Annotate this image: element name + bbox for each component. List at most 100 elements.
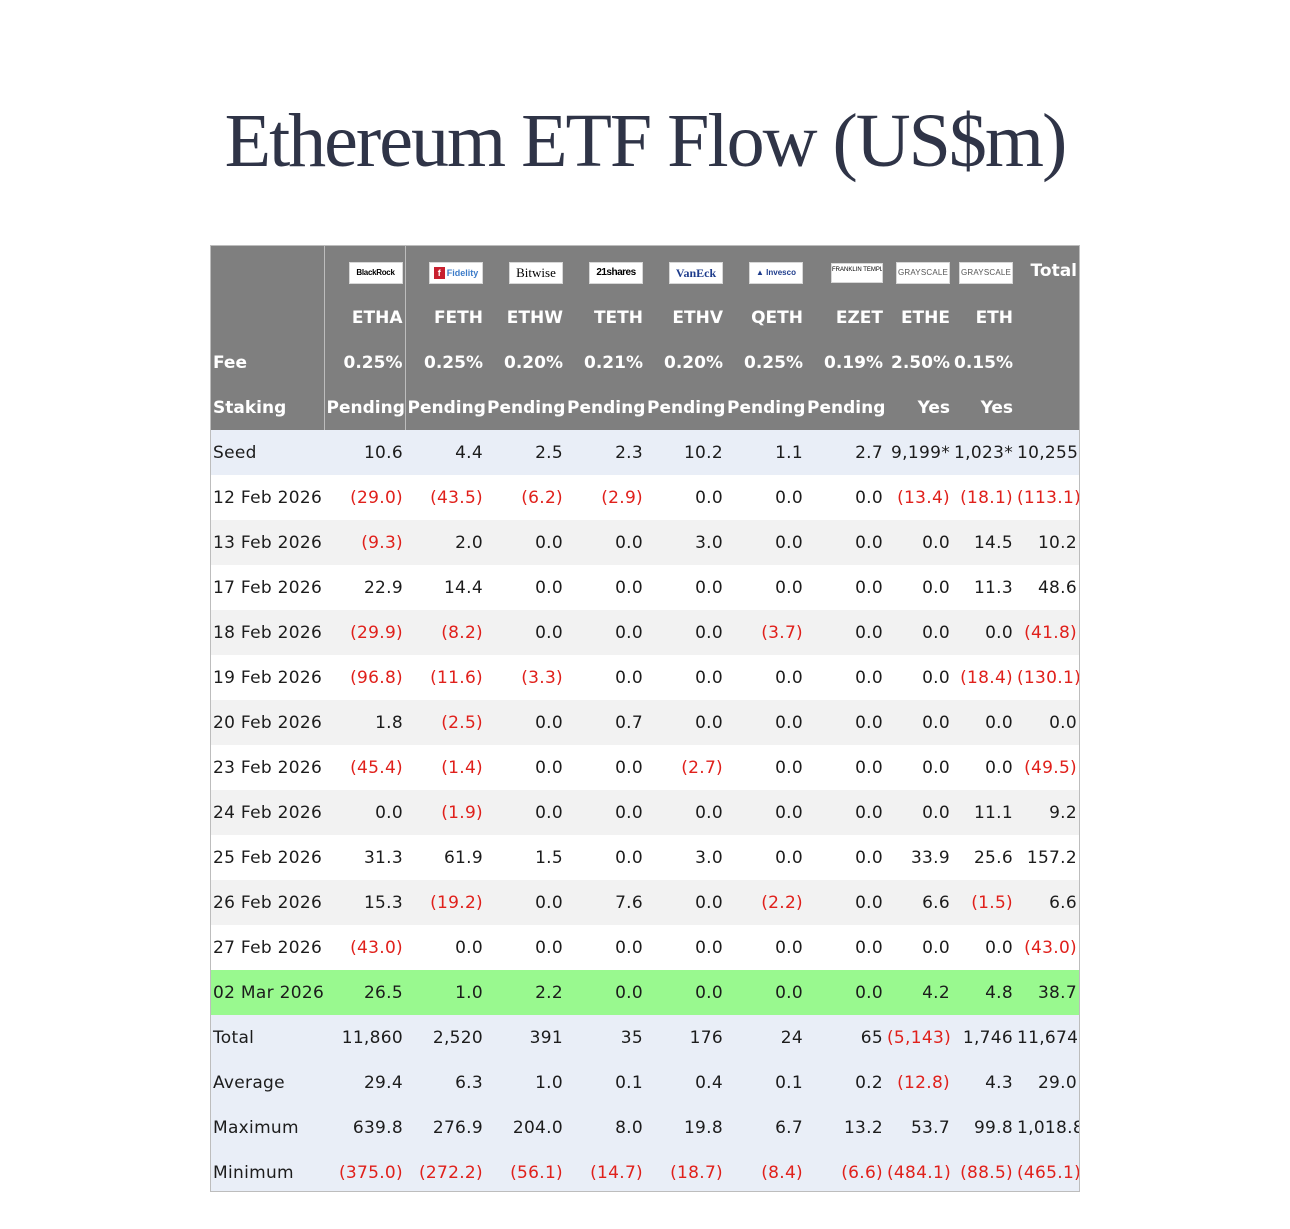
flow-cell: 65 <box>805 1015 885 1060</box>
vaneck-logo-icon: VanEck <box>669 261 723 284</box>
flow-cell: 0.0 <box>725 790 805 835</box>
flow-cell: 4.3 <box>952 1060 1015 1105</box>
flow-cell: (6.6) <box>805 1150 885 1191</box>
flow-cell: 11,860 <box>324 1015 405 1060</box>
flow-cell: 0.0 <box>565 925 645 970</box>
fidelity-logo-icon: f Fidelity <box>429 261 483 284</box>
flow-cell: (43.5) <box>405 475 485 520</box>
flow-cell: 0.0 <box>485 745 565 790</box>
table-row: 02 Mar 2026 26.5 1.0 2.2 0.0 0.0 0.0 0.0 4.2 4.8 3… <box>211 970 1079 1015</box>
flow-cell: (29.0) <box>324 475 405 520</box>
ticker-cell: ETH <box>952 295 1015 340</box>
flow-cell: 0.0 <box>645 700 725 745</box>
issuer-logo-cell: ▲ Invesco <box>725 246 805 295</box>
flow-cell: 14.5 <box>952 520 1015 565</box>
flow-cell: 0.0 <box>485 520 565 565</box>
grayscale-logo-icon: GRAYSCALE <box>959 261 1013 284</box>
total-cell: 11,674 <box>1015 1015 1079 1060</box>
flow-cell: 0.0 <box>805 970 885 1015</box>
grayscale-logo-icon: GRAYSCALE <box>896 261 950 284</box>
row-label: Maximum <box>211 1105 324 1150</box>
franklin-templeton-logo-icon: FRANKLIN TEMPLETON <box>831 262 883 283</box>
flow-cell: 391 <box>485 1015 565 1060</box>
fee-cell: 0.25% <box>404 340 485 385</box>
flow-cell: 0.0 <box>725 475 805 520</box>
flow-cell: 24 <box>725 1015 805 1060</box>
flow-cell: 0.0 <box>885 745 952 790</box>
row-label: 25 Feb 2026 <box>211 835 324 880</box>
total-cell: 1,018.8 <box>1015 1105 1079 1150</box>
flow-cell: 1.8 <box>324 700 405 745</box>
flow-cell: 31.3 <box>324 835 405 880</box>
flow-cell: (272.2) <box>405 1150 485 1191</box>
header-blank-cell <box>211 246 324 295</box>
row-label: 12 Feb 2026 <box>211 475 324 520</box>
flow-cell: (96.8) <box>324 655 405 700</box>
flow-cell: 35 <box>565 1015 645 1060</box>
table-row: 12 Feb 2026 (29.0) (43.5) (6.2) (2.9) 0.0 0.0 0… <box>211 475 1079 520</box>
flow-cell: (19.2) <box>405 880 485 925</box>
flow-cell: 0.0 <box>725 745 805 790</box>
table-row: 13 Feb 2026 (9.3) 2.0 0.0 0.0 3.0 0.0 0.0 0.0 14.… <box>211 520 1079 565</box>
flow-cell: 0.0 <box>485 565 565 610</box>
flow-cell: 0.0 <box>805 700 885 745</box>
table-row: 17 Feb 2026 22.9 14.4 0.0 0.0 0.0 0.0 0.0 0.0 11.… <box>211 565 1079 610</box>
flow-cell: 639.8 <box>324 1105 405 1150</box>
staking-row: Staking Pending Pending Pending Pending … <box>211 385 1079 430</box>
flow-cell: 0.0 <box>725 925 805 970</box>
fee-cell: 0.25% <box>323 340 405 385</box>
flow-cell: 0.0 <box>485 790 565 835</box>
flow-cell: 0.0 <box>725 835 805 880</box>
flow-cell: 0.0 <box>645 790 725 835</box>
invesco-logo-icon: ▲ Invesco <box>749 261 803 284</box>
row-label: 19 Feb 2026 <box>211 655 324 700</box>
ticker-cell: ETHA <box>323 295 405 340</box>
staking-cell: Pending <box>805 385 885 430</box>
flow-cell: 0.0 <box>565 970 645 1015</box>
total-cell: 10.2 <box>1015 520 1079 565</box>
flow-cell: 2,520 <box>405 1015 485 1060</box>
ticker-cell: FETH <box>404 295 485 340</box>
fee-cell: 0.25% <box>725 340 805 385</box>
summary-row: Minimum (375.0) (272.2) (56.1) (14.7) (18.7)(… <box>211 1150 1079 1191</box>
issuer-logo-cell: 21shares <box>565 246 645 295</box>
fee-cell: 0.20% <box>645 340 725 385</box>
total-cell: 29.0 <box>1015 1060 1079 1105</box>
header-blank-cell <box>211 295 324 340</box>
flow-cell: 19.8 <box>645 1105 725 1150</box>
header-blank-cell <box>1015 340 1079 385</box>
fee-cell: 0.21% <box>565 340 645 385</box>
flow-cell: 0.1 <box>565 1060 645 1105</box>
flow-cell: (12.8) <box>885 1060 952 1105</box>
flow-cell: 0.0 <box>805 520 885 565</box>
flow-cell: (6.2) <box>485 475 565 520</box>
table-row: 23 Feb 2026 (45.4) (1.4) 0.0 0.0 (2.7) 0.0 0.0 0… <box>211 745 1079 790</box>
flow-cell: 6.7 <box>725 1105 805 1150</box>
table-row: 19 Feb 2026 (96.8) (11.6) (3.3) 0.0 0.0 0.0 0.0… <box>211 655 1079 700</box>
flow-cell: 0.0 <box>805 880 885 925</box>
flow-cell: 0.0 <box>565 745 645 790</box>
flow-cell: (88.5) <box>952 1150 1015 1191</box>
flow-cell: 1.0 <box>485 1060 565 1105</box>
flow-cell: 0.0 <box>805 655 885 700</box>
flow-cell: 1.1 <box>725 430 805 475</box>
flow-cell: (13.4) <box>885 475 952 520</box>
flow-cell: 4.8 <box>952 970 1015 1015</box>
flow-cell: 0.0 <box>885 700 952 745</box>
total-cell: 9.2 <box>1015 790 1079 835</box>
table-body: Seed 10.6 4.4 2.5 2.3 10.2 1.1 2.7 9,199* 1,023* 1… <box>211 430 1079 1191</box>
total-cell: (41.8) <box>1015 610 1079 655</box>
flow-cell: 0.0 <box>725 565 805 610</box>
flow-cell: (18.7) <box>645 1150 725 1191</box>
flow-cell: 2.5 <box>485 430 565 475</box>
flow-cell: 14.4 <box>405 565 485 610</box>
fee-cell: 0.20% <box>485 340 565 385</box>
flow-cell: 53.7 <box>885 1105 952 1150</box>
flow-cell: 0.0 <box>645 610 725 655</box>
ticker-cell: ETHW <box>485 295 565 340</box>
flow-cell: 2.2 <box>485 970 565 1015</box>
flow-cell: 0.0 <box>565 835 645 880</box>
row-label: 27 Feb 2026 <box>211 925 324 970</box>
flow-cell: 0.0 <box>485 610 565 655</box>
flow-cell: 0.0 <box>885 655 952 700</box>
